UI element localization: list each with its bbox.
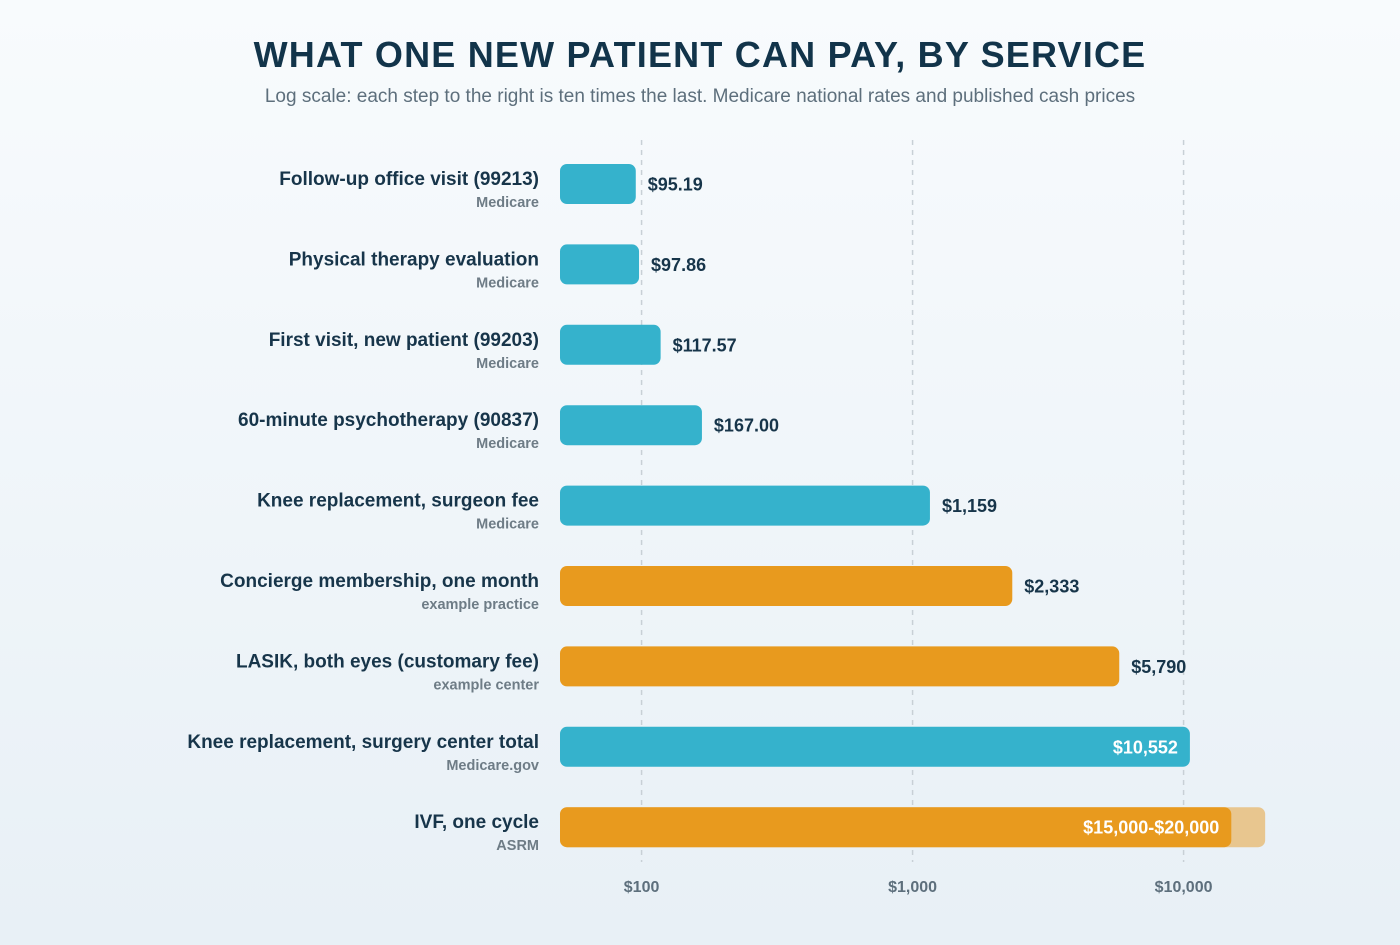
source-label: Medicare [476, 356, 539, 372]
data-label: $2,333 [1024, 577, 1079, 597]
data-label: $117.57 [673, 335, 737, 355]
category-label: Concierge membership, one month [220, 571, 539, 592]
category-label: IVF, one cycle [414, 812, 539, 833]
chart-title: WHAT ONE NEW PATIENT CAN PAY, BY SERVICE [253, 34, 1147, 75]
source-label: Medicare [476, 436, 539, 452]
source-label: Medicare [476, 195, 539, 211]
bar [560, 726, 1190, 767]
data-label: $97.86 [651, 255, 706, 275]
category-label: Physical therapy evaluation [289, 249, 539, 270]
bar [560, 244, 640, 285]
bar [560, 485, 930, 526]
category-label: First visit, new patient (99203) [269, 330, 539, 351]
bar [560, 164, 636, 204]
category-label: Follow-up office visit (99213) [279, 169, 539, 190]
source-label: Medicare [476, 517, 539, 533]
data-label: $167.00 [714, 416, 779, 436]
bar [560, 566, 1013, 606]
category-label: LASIK, both eyes (customary fee) [236, 651, 539, 672]
bar [560, 646, 1120, 687]
data-label: $15,000-$20,000 [1083, 818, 1219, 838]
bar [560, 807, 1232, 848]
x-axis: $100 $1,000 $10,000 [624, 879, 1213, 896]
category-label: Knee replacement, surgeon fee [257, 491, 539, 512]
labels-layer: Follow-up office visit (99213) Medicare $9… [187, 169, 1219, 854]
bar [560, 405, 702, 446]
bar [560, 324, 661, 365]
chart-subtitle: Log scale: each step to the right is ten… [264, 86, 1136, 107]
data-label: $10,552 [1113, 737, 1178, 757]
x-tick-label: $1,000 [888, 879, 937, 896]
source-label: Medicare.gov [446, 758, 539, 774]
source-label: ASRM [496, 838, 539, 854]
data-label: $5,790 [1131, 657, 1186, 677]
data-label: $95.19 [648, 175, 703, 195]
source-label: example practice [421, 597, 539, 613]
category-label: 60-minute psychotherapy (90837) [238, 410, 539, 431]
x-tick-label: $10,000 [1155, 879, 1213, 896]
data-label: $1,159 [942, 496, 997, 516]
source-label: example center [433, 677, 539, 693]
bars-layer [560, 164, 1266, 848]
x-tick-label: $100 [624, 879, 660, 896]
category-label: Knee replacement, surgery center total [187, 732, 539, 753]
source-label: Medicare [476, 275, 539, 291]
